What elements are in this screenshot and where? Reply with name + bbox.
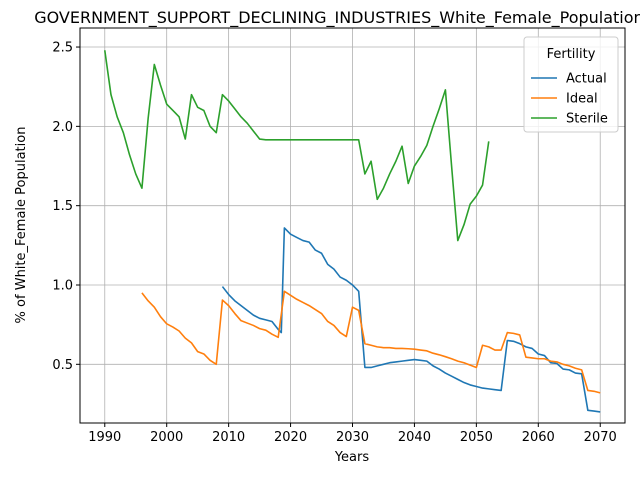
legend-label-actual: Actual	[566, 72, 607, 87]
chart-title: GOVERNMENT_SUPPORT_DECLINING_INDUSTRIES_…	[34, 8, 640, 28]
axis-ticks: 1990 2000 2010 2020 2030 2040 2050 2060 2070 0.5 1…	[52, 41, 616, 445]
legend: Fertility Actual Ideal Sterile	[523, 36, 619, 133]
y-tick-label: 1.0	[52, 278, 73, 293]
series-lines	[103, 50, 601, 413]
y-tick-label: 2.0	[52, 120, 73, 135]
legend-title: Fertility	[547, 47, 596, 62]
x-tick-label: 2040	[398, 430, 431, 445]
x-tick-label: 2000	[150, 430, 183, 445]
x-tick-label: 1990	[88, 430, 121, 445]
x-tick-label: 2060	[522, 430, 555, 445]
y-tick-label: 1.5	[52, 199, 73, 214]
x-tick-label: 2010	[212, 430, 245, 445]
y-axis-label: % of White_Female Population	[14, 127, 29, 324]
series-line-ideal	[141, 290, 601, 394]
x-tick-label: 2030	[336, 430, 369, 445]
x-tick-label: 2070	[584, 430, 617, 445]
x-axis-label: Years	[334, 450, 370, 465]
series-line-sterile	[103, 50, 490, 242]
x-tick-label: 2050	[460, 430, 493, 445]
legend-label-ideal: Ideal	[566, 92, 598, 107]
y-tick-label: 2.5	[52, 41, 73, 56]
series-line-actual	[221, 227, 601, 413]
x-tick-label: 2020	[274, 430, 307, 445]
legend-entries: Actual Ideal Sterile	[531, 72, 608, 127]
legend-label-sterile: Sterile	[566, 112, 608, 127]
legend-box	[523, 36, 619, 133]
y-tick-label: 0.5	[52, 358, 73, 373]
